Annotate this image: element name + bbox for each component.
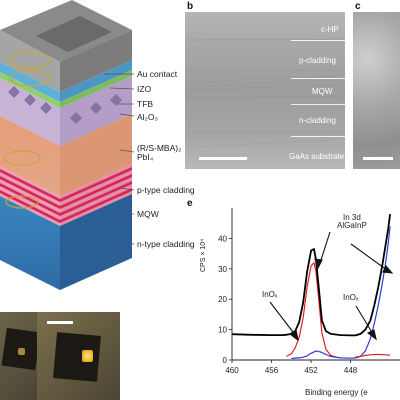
device-photo-right	[37, 312, 120, 400]
xps-x-tick-label: 452	[304, 366, 318, 375]
light-helix	[3, 51, 51, 209]
n-cladding-side	[60, 194, 132, 290]
panel-b-tem-image: c-HP p-cladding MQW n-cladding GaAs subs…	[185, 12, 345, 169]
xps-x-tick-label: 460	[225, 366, 239, 375]
label-perovskite-line1: (R/S-MBA)₂	[137, 143, 182, 153]
tem-layer-line-1	[291, 40, 345, 41]
perovskite-octahedra	[8, 86, 122, 124]
tem-label-chp: c-HP	[321, 25, 339, 34]
annotation-in3d-line2: AlGaInP	[337, 221, 367, 230]
label-al2o3: Al₂O₃	[137, 112, 158, 122]
tem-layer-line-4	[291, 136, 345, 137]
p-cladding-front	[0, 116, 60, 196]
al2o3-layer-side	[60, 70, 132, 108]
izo-ridge	[36, 16, 112, 52]
xps-y-tick-label: 30	[218, 265, 227, 274]
tem-label-mqw: MQW	[312, 87, 333, 96]
n-cladding-front	[0, 196, 60, 290]
izo-side-face	[60, 30, 132, 92]
panel-c-letter: c	[355, 1, 361, 12]
device-emission-spot	[82, 350, 93, 362]
xps-y-tick-label: 0	[223, 356, 228, 365]
xps-axes	[229, 208, 400, 363]
annotation-in3d-line1: In 3d	[343, 213, 361, 222]
label-perovskite: (R/S-MBA)₂ PbI₄	[137, 144, 181, 162]
device-chip-right	[53, 332, 101, 382]
xps-series-line-0	[231, 213, 391, 337]
tfb-layer-side	[60, 60, 132, 102]
panel-b-letter: b	[187, 1, 194, 12]
xps-series-group	[231, 213, 391, 360]
device-spot-left	[18, 348, 25, 355]
device-stack-illustration	[0, 0, 135, 290]
label-mqw: MQW	[137, 209, 159, 219]
xps-y-tick-label: 10	[218, 326, 227, 335]
panel-c-tem-image	[353, 12, 400, 169]
p-cladding-side	[60, 114, 132, 196]
xps-x-tick-label: 456	[265, 366, 279, 375]
xps-y-tick-label: 20	[218, 295, 227, 304]
tem-layer-line-3	[291, 104, 345, 105]
annotation-in3d: In 3d AlGaInP	[337, 214, 367, 230]
label-n-cladding: n-type cladding	[137, 239, 195, 249]
scale-bar-c	[363, 157, 393, 160]
xps-series-line-3	[355, 353, 391, 358]
scale-bar-photo	[47, 321, 73, 324]
izo-front-face	[0, 30, 60, 92]
xps-series-line-2	[291, 226, 391, 360]
xps-annotation-arrows	[269, 231, 394, 342]
label-perovskite-line2: PbI₄	[137, 151, 154, 162]
label-izo: IZO	[137, 84, 152, 94]
xps-tick-labels: 460 456 452 448 0 10 20 30 40	[218, 234, 358, 375]
xps-series-line-1	[286, 262, 336, 358]
label-au-contact: Au contact	[137, 69, 178, 79]
tem-label-n-cladding: n-cladding	[299, 116, 336, 125]
label-p-cladding: p-type cladding	[137, 185, 195, 195]
tem-layer-line-2	[291, 78, 345, 79]
scale-bar-b	[199, 157, 247, 160]
tem-texture	[185, 38, 345, 148]
mqw-stripes	[0, 164, 132, 226]
annotation-inox-left: InOₓ	[262, 290, 278, 299]
xps-x-tick-label: 448	[344, 366, 358, 375]
xps-x-axis-label: Binding energy (e	[305, 388, 368, 397]
al2o3-layer-front	[0, 72, 60, 108]
xps-y-tick-label: 40	[218, 234, 227, 243]
panel-a-device-schematic	[0, 0, 180, 290]
label-leaders	[104, 73, 135, 245]
tem-label-gaas: GaAs substrate	[289, 152, 345, 161]
annotation-inox-right: InOₓ	[343, 293, 359, 302]
panel-e-letter: e	[187, 198, 193, 209]
tem-label-p-cladding: p-cladding	[299, 56, 336, 65]
label-tfb: TFB	[137, 99, 154, 109]
